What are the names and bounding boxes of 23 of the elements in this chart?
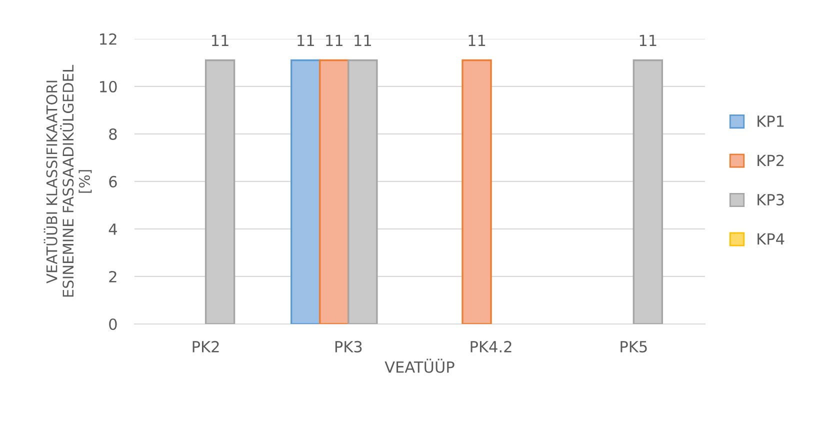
- y-tick-label: 0: [109, 318, 117, 330]
- data-label: 11: [298, 34, 314, 46]
- legend-label: KP2: [758, 154, 784, 166]
- x-tick-label: PK3: [335, 340, 362, 352]
- y-tick-label: 12: [100, 33, 116, 45]
- y-tick-label: 6: [109, 176, 117, 188]
- y-tick-label: 4: [108, 224, 117, 235]
- data-label: 11: [326, 34, 342, 46]
- data-label: 11: [468, 34, 486, 46]
- legend-label: KP4: [758, 233, 784, 245]
- data-label: 11: [212, 34, 228, 46]
- x-axis-title: VEATÜÜP: [384, 358, 454, 373]
- data-label: 11: [640, 34, 656, 46]
- y-tick-label: 2: [109, 270, 116, 282]
- legend-label: KP1: [758, 116, 784, 127]
- x-tick-label: PK2: [192, 340, 219, 352]
- y-tick-label: 10: [100, 80, 117, 92]
- x-tick-label: PK4.2: [470, 340, 512, 352]
- y-axis-title: VEATÜÜBI KLASSIFIKAATORI ESINEMINE FASSAADIKÜLGEDEL [%]: [44, 64, 92, 297]
- y-tick-label: 8: [109, 128, 117, 140]
- x-tick-label: PK5: [620, 341, 647, 352]
- legend-label: KP3: [758, 194, 784, 206]
- data-label: 11: [354, 34, 371, 46]
